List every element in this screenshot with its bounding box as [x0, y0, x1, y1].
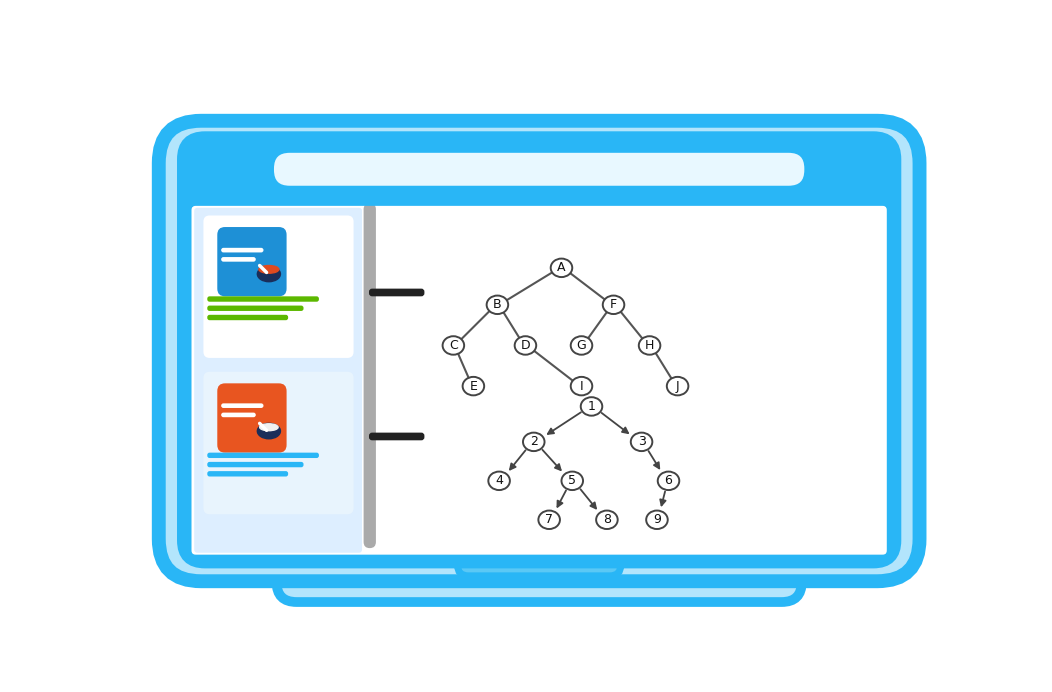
FancyBboxPatch shape [203, 372, 353, 514]
FancyBboxPatch shape [369, 432, 424, 440]
Ellipse shape [260, 424, 278, 430]
Ellipse shape [443, 336, 464, 355]
Ellipse shape [571, 336, 592, 355]
FancyBboxPatch shape [271, 150, 807, 188]
Text: H: H [645, 339, 654, 352]
FancyBboxPatch shape [277, 562, 802, 602]
FancyBboxPatch shape [221, 403, 263, 408]
Text: G: G [576, 339, 586, 352]
FancyBboxPatch shape [207, 453, 319, 458]
Text: C: C [449, 339, 458, 352]
Ellipse shape [667, 377, 688, 395]
FancyBboxPatch shape [221, 257, 256, 262]
FancyBboxPatch shape [221, 248, 263, 253]
Ellipse shape [596, 511, 618, 529]
Ellipse shape [514, 336, 537, 355]
Text: E: E [469, 380, 478, 392]
Text: B: B [493, 298, 502, 311]
Text: 6: 6 [665, 474, 672, 487]
Ellipse shape [550, 259, 572, 277]
FancyBboxPatch shape [182, 136, 896, 563]
Ellipse shape [639, 336, 661, 355]
FancyBboxPatch shape [364, 203, 376, 548]
FancyBboxPatch shape [369, 289, 424, 296]
FancyBboxPatch shape [159, 121, 919, 581]
Ellipse shape [581, 397, 603, 416]
Text: J: J [675, 380, 680, 392]
FancyBboxPatch shape [207, 306, 304, 311]
FancyBboxPatch shape [218, 383, 286, 453]
Ellipse shape [658, 471, 680, 490]
FancyBboxPatch shape [207, 296, 319, 302]
Text: A: A [558, 262, 566, 274]
FancyBboxPatch shape [218, 227, 286, 296]
Text: 1: 1 [588, 400, 595, 413]
FancyBboxPatch shape [221, 412, 256, 417]
Ellipse shape [463, 377, 484, 395]
Text: I: I [580, 380, 583, 392]
FancyBboxPatch shape [188, 202, 890, 558]
Text: 4: 4 [495, 474, 503, 487]
Ellipse shape [487, 295, 508, 314]
Ellipse shape [539, 511, 560, 529]
Ellipse shape [603, 295, 624, 314]
Text: D: D [521, 339, 530, 352]
Ellipse shape [631, 432, 652, 451]
FancyBboxPatch shape [458, 552, 621, 576]
Ellipse shape [259, 266, 279, 273]
Text: F: F [610, 298, 618, 311]
Ellipse shape [571, 377, 592, 395]
Text: 2: 2 [530, 435, 538, 448]
FancyBboxPatch shape [207, 315, 288, 320]
FancyBboxPatch shape [207, 462, 304, 467]
FancyBboxPatch shape [203, 215, 353, 358]
Text: 5: 5 [568, 474, 576, 487]
Ellipse shape [523, 432, 545, 451]
Text: 9: 9 [653, 513, 661, 527]
Ellipse shape [488, 471, 510, 490]
Ellipse shape [258, 266, 281, 282]
Text: 3: 3 [638, 435, 646, 448]
Ellipse shape [258, 424, 281, 439]
Text: 8: 8 [603, 513, 611, 527]
Ellipse shape [646, 511, 668, 529]
FancyBboxPatch shape [195, 208, 362, 553]
Ellipse shape [562, 471, 583, 490]
FancyBboxPatch shape [207, 471, 288, 477]
Text: 7: 7 [545, 513, 553, 527]
